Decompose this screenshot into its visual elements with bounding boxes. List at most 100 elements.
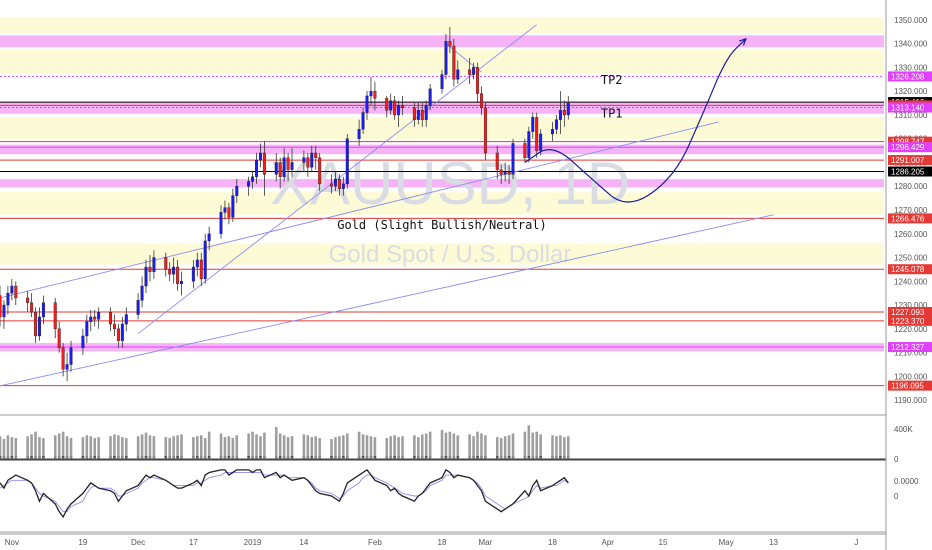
candle-body-85: [468, 69, 472, 75]
volume-bar-73: [397, 437, 400, 459]
histogram-bar-83: [452, 456, 456, 458]
volume-bar-55: [302, 434, 306, 459]
candle-body-45: [247, 181, 251, 187]
volume-bar-95: [523, 431, 527, 459]
candle-body-74: [401, 105, 405, 109]
volume-bar-88: [480, 433, 483, 459]
level-label-bg-9: [888, 264, 932, 275]
histogram-bar-11: [57, 456, 61, 458]
volume-bar-69: [373, 437, 377, 459]
candle-body-5: [26, 297, 30, 303]
volume-bar-54: [290, 436, 294, 459]
price-tick-9: 1260.000: [894, 230, 928, 239]
volume-bar-25: [136, 436, 140, 459]
volume-bar-93: [507, 435, 511, 459]
histogram-bar-24: [125, 456, 128, 458]
candle-body-27: [144, 266, 148, 287]
volume-bar-67: [365, 435, 369, 459]
volume-bar-32: [172, 436, 175, 459]
zone-5: [0, 17, 884, 33]
histogram-bar-35: [192, 456, 195, 458]
histogram-bar-52: [282, 456, 286, 458]
level-label-12: 1212.327: [891, 343, 925, 352]
candle-body-88: [479, 93, 483, 109]
volume-bar-52: [282, 435, 286, 459]
volume-bar-10: [53, 435, 57, 459]
histogram-bar-4: [14, 456, 18, 458]
volume-bar-48: [259, 436, 262, 459]
volume-bar-76: [417, 437, 420, 459]
histogram-bar-21: [113, 456, 116, 458]
candle-body-50: [274, 162, 278, 175]
zone-2: [0, 144, 884, 155]
candle-body-59: [318, 157, 322, 185]
volume-bar-2: [6, 435, 10, 459]
volume-pane: [0, 414, 886, 461]
candle-body-29: [152, 257, 156, 272]
histogram-bar-12: [61, 456, 65, 458]
time-tick-0: Nov: [5, 538, 19, 547]
volume-bar-71: [389, 436, 392, 459]
candle-body-30: [164, 257, 168, 270]
volume-bar-16: [85, 435, 89, 459]
histogram-bar-58: [314, 456, 317, 458]
candle-body-81: [444, 41, 448, 75]
histogram-bar-86: [472, 456, 475, 458]
volume-bar-9: [42, 438, 45, 459]
candle-body-40: [219, 212, 223, 234]
candle-body-4: [14, 285, 18, 299]
candle-body-0: [0, 295, 2, 318]
candle-body-100: [551, 128, 554, 135]
volume-bar-60: [330, 438, 333, 459]
histogram-bar-59: [318, 456, 321, 458]
candle-body-6: [30, 302, 34, 313]
histogram-bar-94: [511, 456, 515, 458]
histogram-bar-16: [85, 456, 89, 458]
level-label-8: 1266.476: [891, 214, 925, 223]
level-label-bg-7: [888, 166, 932, 177]
volume-bar-100: [551, 435, 554, 459]
time-axis[interactable]: Nov 19 Dec 17 2019 14 Feb 18 Mar 18 Apr 15 May 13 J: [0, 533, 886, 547]
candle-body-104: [566, 102, 570, 116]
trend-line-0: [0, 214, 774, 387]
price-axis[interactable]: 1350.000 1340.000 1330.000 1320.000 1310.000…: [885, 0, 932, 550]
histogram-bar-74: [401, 456, 404, 458]
volume-bar-92: [503, 436, 507, 459]
candle-body-38: [203, 240, 207, 280]
histogram-bar-99: [539, 456, 542, 458]
histogram-bar-6: [30, 456, 33, 458]
candle-body-65: [357, 128, 361, 139]
volume-bar-19: [97, 437, 100, 459]
candle-body-2: [6, 292, 10, 306]
volume-bar-40: [219, 433, 223, 459]
volume-bar-98: [535, 431, 538, 459]
candle-body-41: [223, 207, 227, 213]
histogram-bar-9: [42, 456, 45, 458]
time-tick-1: 19: [78, 538, 87, 547]
histogram-bar-90: [495, 456, 499, 458]
annotation-1: TP1: [601, 106, 623, 120]
candle-body-72: [393, 100, 397, 116]
candle-body-33: [176, 266, 180, 284]
histogram-bar-102: [559, 456, 562, 458]
price-tick-14: 1210.000: [894, 349, 928, 358]
time-tick-5: 14: [299, 538, 308, 547]
candle-body-66: [361, 112, 365, 130]
candle-body-39: [207, 233, 211, 242]
histogram-bar-44: [235, 456, 239, 458]
volume-bar-80: [440, 429, 444, 459]
volume-bar-5: [26, 436, 29, 459]
price-tick-0: 1350.000: [894, 16, 928, 25]
candle-body-103: [562, 109, 566, 116]
volume-bar-14: [69, 438, 73, 459]
candle-body-11: [57, 328, 61, 349]
histogram-bar-32: [172, 456, 175, 458]
histogram-bar-57: [310, 456, 314, 458]
histogram-bar-20: [109, 456, 112, 458]
volume-bar-41: [223, 437, 227, 459]
histogram-bar-50: [274, 456, 278, 458]
candle-body-68: [369, 90, 373, 97]
volume-bar-62: [338, 436, 341, 459]
price-tick-1: 1340.000: [894, 40, 928, 49]
